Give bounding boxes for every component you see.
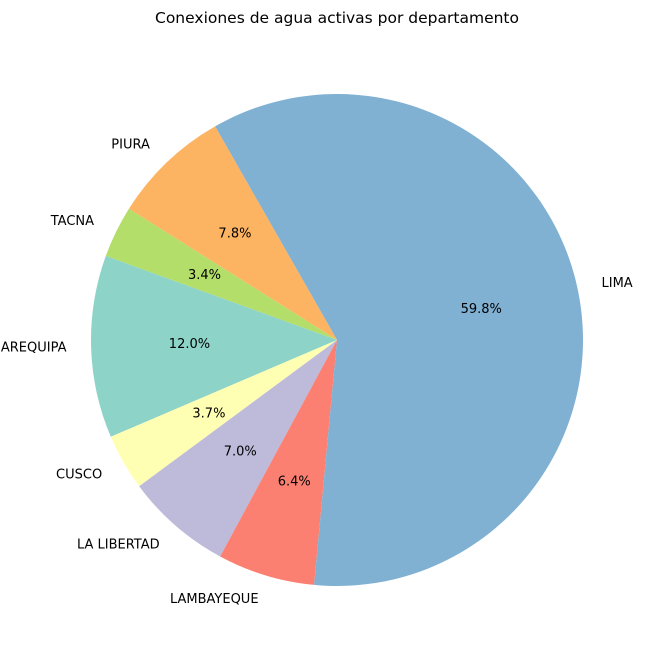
slice-label: PIURA bbox=[111, 138, 150, 153]
slice-percent-label: 7.0% bbox=[224, 444, 257, 459]
slice-percent-label: 12.0% bbox=[169, 337, 210, 352]
pie-slices bbox=[91, 94, 583, 587]
slice-percent-labels: 12.0% 3.7% 7.0% 6.4% 59.8% 7.8% 3.4% bbox=[169, 226, 502, 489]
slice-percent-label: 59.8% bbox=[461, 302, 502, 317]
pie-slice-lima bbox=[215, 94, 583, 587]
slice-label: TACNA bbox=[50, 214, 94, 229]
pie-slice-la-libertad bbox=[139, 340, 337, 557]
pie-slice-tacna bbox=[105, 208, 337, 340]
slice-percent-label: 3.4% bbox=[188, 268, 221, 283]
slice-percent-label: 6.4% bbox=[278, 474, 311, 489]
pie-slice-cusco bbox=[110, 340, 337, 487]
slice-label: LIMA bbox=[602, 276, 633, 291]
slice-percent-label: 3.7% bbox=[192, 406, 225, 421]
slice-label: LA LIBERTAD bbox=[77, 537, 160, 552]
chart-title: Conexiones de agua activas por departame… bbox=[155, 9, 519, 27]
pie-slice-piura bbox=[128, 126, 337, 340]
pie-slice-lambayeque bbox=[220, 340, 337, 585]
slice-labels: AREQUIPA CUSCO LA LIBERTAD LAMBAYEQUE LIMA PI… bbox=[1, 138, 633, 607]
slice-percent-label: 7.8% bbox=[218, 226, 251, 241]
pie-slice-arequipa bbox=[91, 255, 337, 437]
slice-label: LAMBAYEQUE bbox=[170, 592, 259, 607]
slice-label: AREQUIPA bbox=[1, 340, 67, 355]
slice-label: CUSCO bbox=[56, 468, 102, 483]
